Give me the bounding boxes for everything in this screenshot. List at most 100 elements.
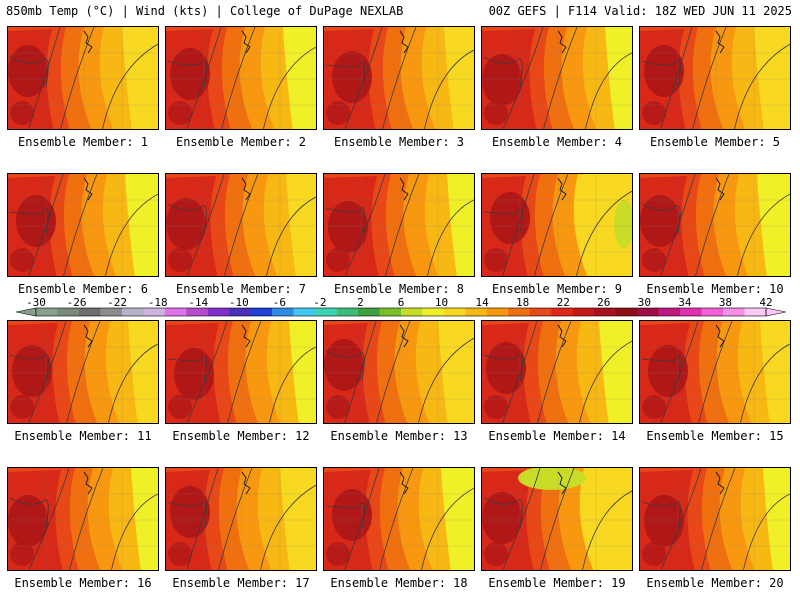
ensemble-map-panel <box>323 320 475 424</box>
colorbar-tick-label: -26 <box>67 296 87 309</box>
ensemble-map-panel <box>165 467 317 571</box>
colorbar-swatch <box>57 308 80 316</box>
temperature-field-map <box>166 321 316 423</box>
colorbar-swatch <box>572 308 595 316</box>
temperature-field-map <box>482 27 632 129</box>
temperature-colorbar: -30 -26 -22 -18 -14 -10 -6 -2 2 6 10 14 18 22 26 30 34 38… <box>15 296 786 317</box>
ensemble-member-label: Ensemble Member: 10 <box>646 282 784 296</box>
colorbar-tick-label: -22 <box>107 296 127 309</box>
colorbar-swatch <box>336 308 359 316</box>
ensemble-member-label: Ensemble Member: 1 <box>17 135 149 149</box>
temperature-field-map <box>8 321 158 423</box>
colorbar-tick-label: -6 <box>273 296 286 309</box>
colorbar-swatch <box>315 308 337 316</box>
colorbar-swatch <box>744 308 767 316</box>
ensemble-map-panel <box>481 26 633 130</box>
colorbar-swatch <box>186 308 209 316</box>
colorbar-swatch <box>272 308 294 316</box>
colorbar-swatch <box>250 308 273 316</box>
ensemble-member-label: Ensemble Member: 7 <box>175 282 307 296</box>
colorbar-tick-label: 18 <box>516 296 529 309</box>
colorbar-tick-label: -10 <box>229 296 249 309</box>
temperature-field-map <box>482 468 632 570</box>
colorbar-swatch <box>121 308 144 316</box>
temperature-field-map <box>324 27 474 129</box>
colorbar-swatch <box>658 308 681 316</box>
colorbar-high-arrow <box>765 307 786 317</box>
temperature-field-map <box>8 27 158 129</box>
colorbar-swatch <box>680 308 702 316</box>
ensemble-map-panel <box>639 467 791 571</box>
ensemble-member-label: Ensemble Member: 19 <box>488 576 626 590</box>
temperature-field-map <box>324 174 474 276</box>
colorbar-tick-label: 26 <box>597 296 610 309</box>
colorbar-tick-label: 6 <box>398 296 405 309</box>
colorbar-swatch <box>358 308 380 316</box>
ensemble-map-panel <box>481 173 633 277</box>
colorbar-swatch <box>615 308 638 316</box>
ensemble-map-panel <box>7 467 159 571</box>
ensemble-member-label: Ensemble Member: 9 <box>491 282 623 296</box>
ensemble-member-label: Ensemble Member: 20 <box>646 576 784 590</box>
colorbar-tick-label: -14 <box>188 296 208 309</box>
temperature-field-map <box>8 468 158 570</box>
ensemble-member-label: Ensemble Member: 15 <box>646 429 784 443</box>
colorbar-swatch <box>508 308 531 316</box>
colorbar-swatch <box>551 308 574 316</box>
colorbar-swatch <box>36 308 58 316</box>
colorbar-tick-label: 38 <box>719 296 732 309</box>
ensemble-map-panel <box>639 320 791 424</box>
ensemble-map-panel <box>323 467 475 571</box>
colorbar-swatch <box>529 308 552 316</box>
run-valid-time: 00Z GEFS | F114 Valid: 18Z WED JUN 11 20… <box>488 4 792 18</box>
ensemble-member-label: Ensemble Member: 12 <box>172 429 310 443</box>
temperature-field-map <box>640 174 790 276</box>
ensemble-map-panel <box>639 26 791 130</box>
ensemble-member-label: Ensemble Member: 17 <box>172 576 310 590</box>
colorbar-swatch <box>637 308 659 316</box>
temperature-field-map <box>324 321 474 423</box>
colorbar-swatch <box>465 308 488 316</box>
ensemble-map-panel <box>7 26 159 130</box>
ensemble-member-label: Ensemble Member: 6 <box>17 282 149 296</box>
colorbar-swatch <box>422 308 445 316</box>
colorbar-swatch <box>229 308 252 316</box>
chart-title: 850mb Temp (°C) | Wind (kts) | College o… <box>6 4 404 18</box>
temperature-field-map <box>640 321 790 423</box>
colorbar-tick-label: 22 <box>557 296 570 309</box>
temperature-field-map <box>166 174 316 276</box>
colorbar-swatch <box>143 308 166 316</box>
colorbar-swatch <box>100 308 123 316</box>
colorbar-swatch <box>443 308 466 316</box>
colorbar-low-arrow <box>15 307 37 317</box>
colorbar-swatch <box>379 308 402 316</box>
temperature-field-map <box>640 27 790 129</box>
colorbar-swatch <box>701 308 724 316</box>
colorbar-tick-label: 30 <box>638 296 651 309</box>
ensemble-map-panel <box>7 320 159 424</box>
temperature-field-map <box>324 468 474 570</box>
temperature-field-map <box>640 468 790 570</box>
colorbar-tick-label: 10 <box>435 296 448 309</box>
colorbar-tick-label: 34 <box>678 296 692 309</box>
colorbar-tick-label: -18 <box>148 296 168 309</box>
ensemble-member-label: Ensemble Member: 16 <box>14 576 152 590</box>
ensemble-map-panel <box>481 320 633 424</box>
temperature-field-map <box>482 174 632 276</box>
colorbar-tick-label: -2 <box>313 296 326 309</box>
ensemble-member-label: Ensemble Member: 3 <box>333 135 465 149</box>
ensemble-member-label: Ensemble Member: 8 <box>333 282 465 296</box>
colorbar-swatch <box>723 308 745 316</box>
temperature-field-map <box>166 468 316 570</box>
ensemble-member-label: Ensemble Member: 4 <box>491 135 623 149</box>
ensemble-map-panel <box>165 26 317 130</box>
ensemble-member-label: Ensemble Member: 11 <box>14 429 152 443</box>
ensemble-map-panel <box>165 320 317 424</box>
ensemble-member-label: Ensemble Member: 5 <box>649 135 781 149</box>
ensemble-member-label: Ensemble Member: 18 <box>330 576 468 590</box>
colorbar-tick-label: 14 <box>475 296 489 309</box>
colorbar-swatch <box>207 308 230 316</box>
colorbar-swatch <box>164 308 187 316</box>
colorbar-swatch <box>594 308 617 316</box>
ensemble-member-label: Ensemble Member: 13 <box>330 429 468 443</box>
